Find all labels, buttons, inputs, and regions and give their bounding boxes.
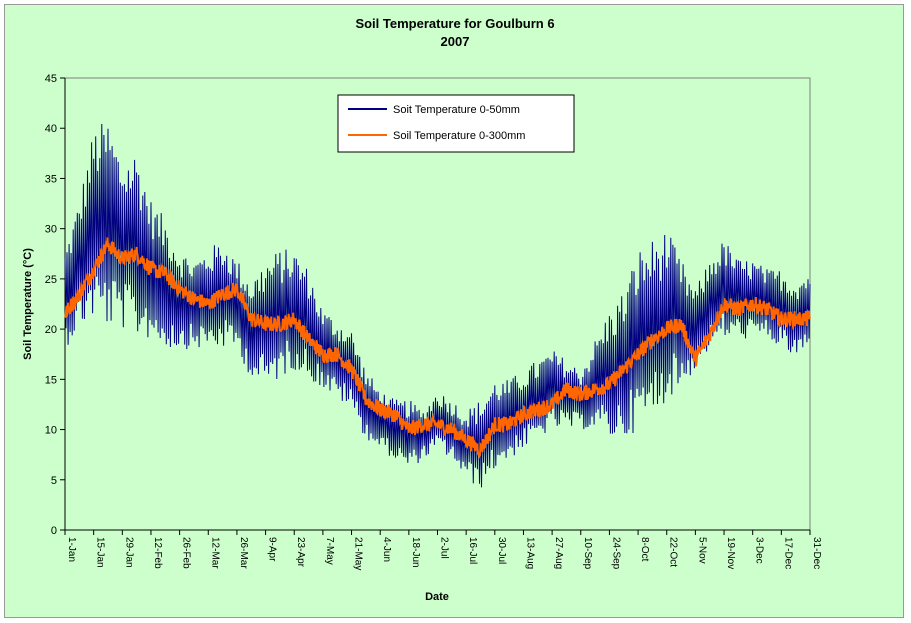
- x-tick-label: 26-Mar: [238, 537, 249, 569]
- x-tick-label: 19-Nov: [725, 537, 736, 569]
- y-axis-label: Soil Temperature (°C): [22, 248, 34, 360]
- x-tick-label: 31-Dec: [811, 537, 822, 569]
- y-tick-label: 15: [45, 374, 57, 386]
- x-tick-label: 17-Dec: [782, 537, 793, 569]
- x-tick-label: 24-Sep: [610, 537, 621, 570]
- x-tick-label: 7-May: [324, 537, 335, 565]
- y-tick-label: 45: [45, 73, 57, 85]
- series-line-0-300mm: [64, 237, 811, 459]
- x-tick-label: 10-Sep: [582, 537, 593, 570]
- x-axis-ticks: 1-Jan 15-Jan 29-Jan 12-Feb 26-Feb 12-Mar 26-Ma…: [64, 530, 822, 570]
- x-tick-label: 16-Jul: [467, 537, 478, 564]
- y-tick-label: 25: [45, 274, 57, 286]
- x-tick-label: 22-Oct: [668, 537, 679, 567]
- x-tick-label: 1-Jan: [66, 537, 77, 562]
- x-tick-label: 29-Jan: [123, 537, 134, 568]
- y-axis-ticks: 0 5 10 15 20 25 30 35 40 45: [45, 73, 65, 537]
- x-tick-label: 27-Aug: [553, 537, 564, 569]
- y-tick-label: 30: [45, 224, 57, 236]
- legend-label-0-300mm: Soil Temperature 0-300mm: [393, 130, 525, 142]
- x-tick-label: 12-Mar: [209, 537, 220, 569]
- series-layer: [64, 123, 811, 488]
- x-axis-label: Date: [425, 591, 449, 603]
- x-tick-label: 5-Nov: [696, 537, 707, 564]
- x-tick-label: 15-Jan: [95, 537, 106, 568]
- x-tick-label: 21-May: [353, 537, 364, 570]
- x-tick-label: 12-Feb: [152, 537, 163, 569]
- y-tick-label: 5: [51, 475, 57, 487]
- x-tick-label: 30-Jul: [496, 537, 507, 564]
- chart-frame: Soil Temperature for Goulburn 6 2007 0 5 1…: [4, 4, 904, 618]
- chart-title-block: Soil Temperature for Goulburn 6 2007: [5, 15, 905, 51]
- x-tick-label: 8-Oct: [639, 537, 650, 562]
- legend: Soit Temperature 0-50mm Soil Temperature…: [337, 94, 575, 153]
- y-tick-label: 40: [45, 123, 57, 135]
- legend-box: [337, 94, 575, 153]
- x-tick-label: 3-Dec: [754, 537, 765, 564]
- x-tick-label: 18-Jun: [410, 537, 421, 568]
- chart-svg: 0 5 10 15 20 25 30 35 40 45 1-Jan 15-Jan 29-Jan 12-F…: [22, 73, 822, 603]
- x-tick-label: 9-Apr: [267, 537, 278, 562]
- x-tick-label: 26-Feb: [181, 537, 192, 569]
- chart-title: Soil Temperature for Goulburn 6: [355, 16, 555, 31]
- x-tick-label: 2-Jul: [439, 537, 450, 559]
- chart-subtitle: 2007: [440, 34, 470, 49]
- legend-label-0-50mm: Soit Temperature 0-50mm: [393, 104, 520, 116]
- y-tick-label: 10: [45, 425, 57, 437]
- y-tick-label: 0: [51, 525, 57, 537]
- x-tick-label: 4-Jun: [381, 537, 392, 562]
- x-tick-label: 23-Apr: [295, 537, 306, 568]
- y-tick-label: 35: [45, 173, 57, 185]
- y-tick-label: 20: [45, 324, 57, 336]
- x-tick-label: 13-Aug: [524, 537, 535, 569]
